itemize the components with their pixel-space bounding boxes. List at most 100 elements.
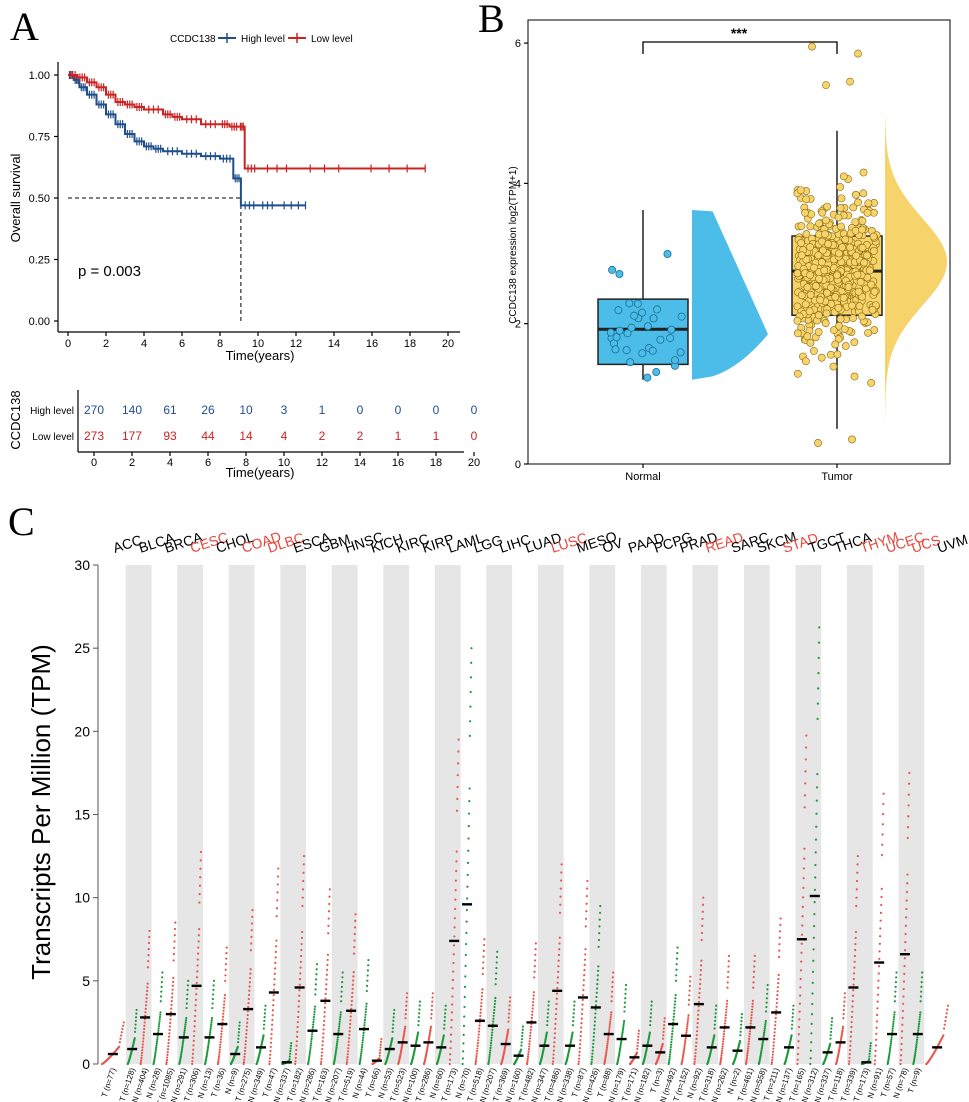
expression-dot [180, 1051, 183, 1054]
expression-dot [773, 1037, 776, 1041]
expression-dot [674, 994, 677, 997]
expression-dot [594, 1012, 597, 1015]
expression-dot [402, 1035, 405, 1038]
expression-dot [682, 1049, 686, 1052]
expression-dot [852, 977, 855, 981]
expression-dot [810, 1022, 813, 1026]
expression-dot [531, 1010, 534, 1013]
expression-dot [489, 1044, 492, 1047]
expression-dot [307, 1060, 310, 1063]
expression-dot [670, 1041, 673, 1044]
expression-dot [326, 958, 329, 962]
expression-dot [181, 1044, 184, 1047]
expression-dot [917, 1025, 920, 1028]
expression-dot [361, 1036, 365, 1039]
expression-dot [591, 1052, 594, 1055]
tumor-point [796, 186, 805, 195]
expression-dot [194, 1004, 197, 1007]
expression-dot [321, 1040, 324, 1043]
expression-dot [191, 1062, 194, 1066]
expression-dot [296, 1025, 299, 1029]
expression-dot [339, 1013, 342, 1016]
expression-dot [454, 889, 457, 892]
expression-dot [799, 994, 802, 997]
expression-dot [207, 1042, 210, 1046]
expression-dot [722, 1035, 725, 1038]
expression-dot [913, 1055, 916, 1058]
expression-dot [404, 1013, 407, 1016]
expression-dot [903, 964, 906, 968]
expression-dot [430, 1004, 434, 1007]
expression-dot [531, 1007, 534, 1010]
expression-dot [302, 863, 305, 866]
normal-point [670, 356, 679, 365]
expression-dot [829, 1030, 833, 1033]
expression-dot [745, 1056, 749, 1059]
expression-dot [294, 1062, 297, 1066]
expression-dot [763, 1025, 767, 1028]
expression-dot [592, 1039, 595, 1042]
expression-dot [526, 1055, 530, 1058]
expression-dot [264, 1008, 267, 1011]
expression-dot [338, 1018, 342, 1021]
expression-dot [297, 1005, 300, 1008]
tumor-point [848, 301, 856, 310]
expression-dot [765, 997, 768, 1000]
expression-dot [746, 1054, 749, 1057]
expression-dot [272, 999, 275, 1002]
expression-dot [134, 1023, 137, 1026]
expression-dot [805, 734, 808, 737]
expression-dot [533, 976, 536, 979]
expression-dot [534, 942, 537, 945]
km-legend-title: CCDC138 [170, 34, 216, 45]
expression-dot [635, 1051, 639, 1054]
expression-dot [724, 1019, 727, 1022]
expression-dot [687, 1003, 690, 1006]
expression-dot [477, 1039, 480, 1042]
expression-dot [302, 854, 306, 858]
cancer-stripe [331, 565, 358, 1064]
panel-letter-b: B [478, 0, 505, 41]
expression-dot [477, 1030, 481, 1033]
expression-dot [361, 1043, 364, 1046]
expression-dot [722, 1040, 725, 1043]
expression-dot [275, 945, 278, 948]
expression-dot [751, 1005, 754, 1008]
expression-dot [476, 1044, 479, 1047]
expression-dot [920, 980, 923, 984]
expression-dot [310, 1033, 314, 1036]
tumor-point [865, 266, 874, 275]
expression-dot [492, 1014, 495, 1017]
expression-dot [480, 998, 483, 1001]
expression-dot [147, 947, 150, 951]
expression-dot [313, 1010, 316, 1013]
expression-dot [463, 995, 466, 999]
expression-dot [815, 812, 818, 815]
expression-dot [796, 1062, 799, 1066]
expression-dot [288, 1057, 291, 1061]
expression-dot [906, 873, 909, 876]
expression-dot [903, 972, 906, 975]
expression-dot [366, 984, 369, 987]
expression-dot [404, 1008, 408, 1012]
km-curve-high [68, 74, 306, 207]
expression-dot [341, 971, 344, 974]
expression-dot [181, 1046, 184, 1049]
expression-dot [336, 1040, 339, 1043]
expression-dot [534, 953, 537, 956]
cancer-stripe [125, 565, 152, 1064]
expression-dot [903, 957, 906, 960]
expression-dot [792, 1004, 795, 1007]
expression-dot [637, 1038, 640, 1041]
expression-dot [592, 1031, 596, 1035]
expression-dot [475, 1057, 478, 1060]
expression-dot [298, 977, 302, 981]
expression-dot [470, 647, 473, 650]
expression-dot [851, 994, 855, 997]
expression-dot [242, 1062, 245, 1066]
expression-dot [391, 1030, 394, 1033]
risk-value: 10 [239, 403, 253, 417]
expression-dot [481, 967, 485, 970]
tumor-point [814, 328, 823, 336]
expression-dot [921, 971, 924, 974]
